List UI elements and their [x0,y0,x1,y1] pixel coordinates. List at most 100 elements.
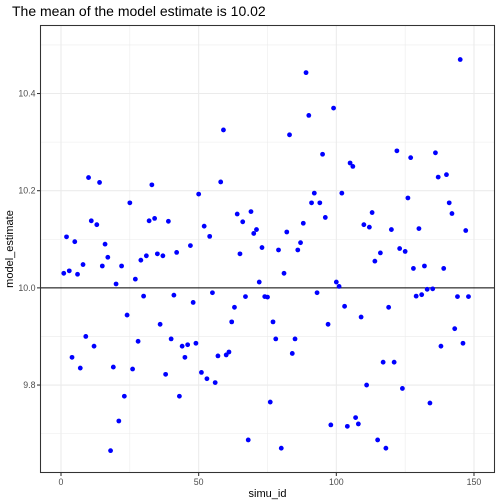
data-point [303,70,309,76]
data-point [416,226,422,231]
data-point [463,228,469,233]
minor-gridlines [40,25,495,473]
data-point [446,200,452,206]
data-point [130,366,135,372]
data-point [320,151,325,157]
data-point [245,437,251,443]
data-point [273,336,279,342]
y-tick-label: 10.4 [18,89,35,99]
y-tick-label: 10.0 [18,283,35,293]
data-point [289,351,295,356]
data-point [154,251,160,257]
data-point [377,250,383,256]
data-point [110,364,116,370]
data-point [441,266,447,271]
data-point [165,218,171,224]
data-point [254,227,259,232]
data-point [66,268,72,274]
data-point [212,380,218,386]
data-point [292,336,298,342]
data-point [402,249,408,254]
data-point [276,247,281,253]
data-point [419,292,425,298]
x-tick-label: 100 [329,477,344,487]
data-point [234,211,240,217]
data-point [361,222,367,228]
data-point [449,211,455,216]
data-point [372,258,378,264]
data-point [226,349,232,355]
data-point [176,393,182,399]
data-point [80,262,86,267]
data-point [322,215,328,220]
data-point [342,303,347,309]
data-point [72,239,78,245]
data-point [347,160,353,166]
data-point [77,365,83,371]
data-point [317,200,323,206]
data-point [411,266,416,271]
data-point [336,284,342,289]
data-point [364,382,370,388]
data-point [424,286,430,292]
data-point [259,245,265,250]
data-point [69,354,75,360]
data-point [306,112,312,118]
data-point [179,343,185,349]
data-point [270,319,276,325]
data-point [157,321,163,327]
data-point [99,263,105,269]
data-point [388,227,394,232]
data-point [210,290,215,296]
data-point [127,200,133,206]
data-point [193,340,199,346]
data-point [221,127,226,133]
data-point [295,247,301,253]
data-point [237,251,243,257]
data-point [355,421,361,427]
data-point [113,281,119,287]
data-point [102,241,108,247]
data-point [152,215,158,221]
x-tick-label: 50 [194,477,204,487]
data-point [287,132,292,138]
plot-panel [39,24,496,474]
data-point [132,276,138,282]
data-point [311,190,317,196]
data-point [97,180,102,185]
data-point [452,326,458,332]
data-points [61,57,471,454]
data-point [405,195,411,201]
data-point [400,386,405,391]
data-point [105,254,111,260]
x-axis: 0 50 100 150 [59,472,481,487]
data-point [185,342,191,348]
y-tick-label: 9.8 [23,380,35,390]
data-point [386,304,392,310]
data-point [251,231,257,236]
data-point [391,359,397,365]
data-point [397,246,403,251]
data-point [339,190,345,196]
data-point [75,271,80,277]
data-point [215,353,221,359]
data-point [143,253,149,259]
data-point [433,150,438,156]
data-point [182,354,188,360]
data-point [460,340,466,346]
data-point [369,210,375,215]
data-point [149,182,155,188]
data-point [141,293,147,299]
data-point [375,437,381,443]
data-point [383,445,389,451]
x-axis-title: simu_id [249,488,287,500]
data-point [124,312,130,318]
data-point [188,243,193,248]
data-point [168,336,174,342]
data-point [457,57,463,62]
data-point [325,321,331,327]
data-point [331,105,336,111]
data-point [438,343,444,349]
y-axis-title: model_estimate [4,210,16,288]
